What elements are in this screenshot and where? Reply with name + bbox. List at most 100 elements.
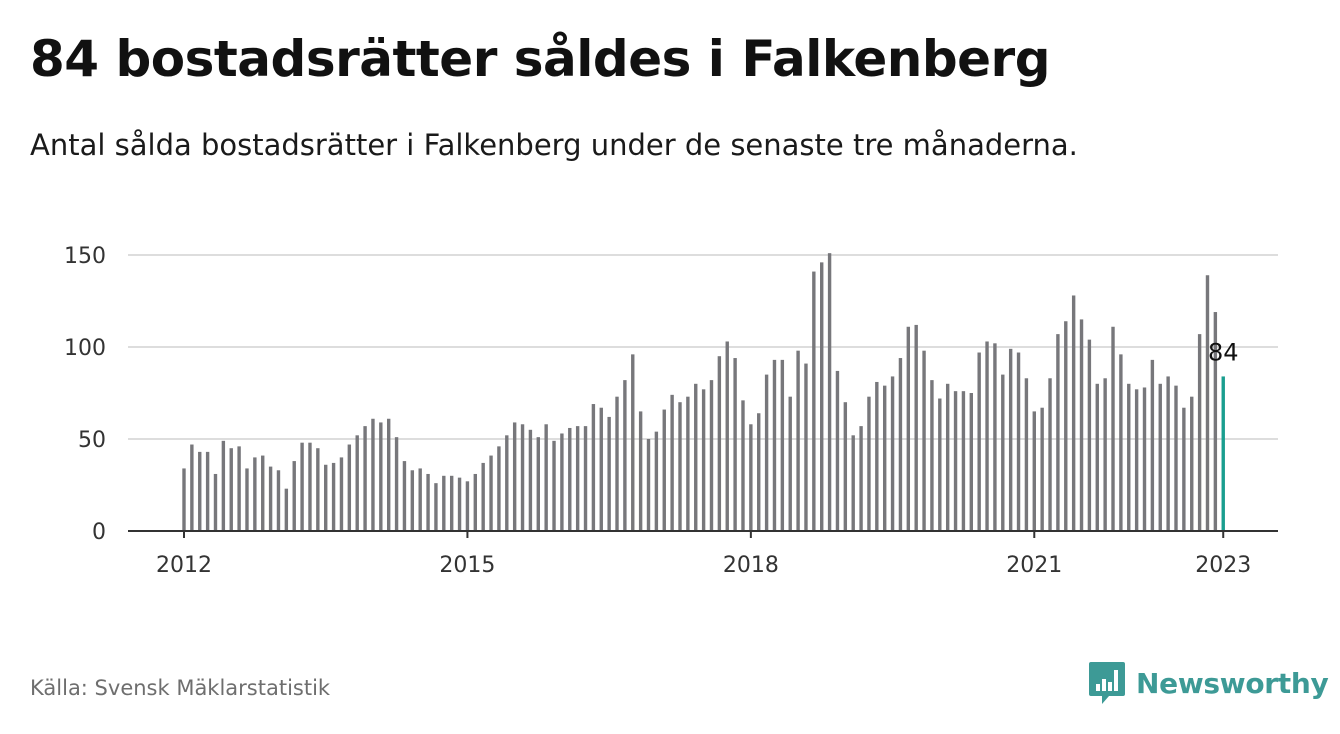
bar — [780, 359, 785, 531]
bar — [568, 427, 572, 531]
bar — [449, 475, 454, 531]
bar — [977, 352, 981, 531]
bar — [1064, 321, 1068, 531]
bar — [213, 473, 218, 531]
x-tick-label: 2015 — [439, 553, 495, 578]
bar — [268, 466, 273, 531]
bar — [1142, 387, 1147, 531]
bar — [599, 407, 603, 531]
bar — [985, 341, 989, 531]
bar — [701, 389, 706, 531]
bar — [276, 470, 281, 531]
bar — [804, 363, 808, 531]
bar — [402, 461, 407, 531]
brand-name: Newsworthy — [1136, 666, 1329, 700]
bar — [1205, 275, 1210, 531]
bar — [930, 380, 934, 531]
bar — [520, 424, 525, 531]
bar — [646, 439, 651, 531]
newsworthy-brand[interactable]: Newsworthy — [1088, 660, 1329, 706]
bar — [331, 462, 336, 531]
bar — [394, 437, 399, 531]
bar — [615, 396, 619, 531]
bar — [292, 461, 296, 531]
bar — [1032, 411, 1036, 531]
bar — [528, 429, 533, 531]
bar — [1087, 339, 1092, 531]
bar — [1166, 376, 1170, 531]
bar — [481, 462, 485, 531]
bar — [788, 396, 792, 531]
bar — [473, 473, 478, 531]
bar — [457, 477, 462, 531]
source-note: Källa: Svensk Mäklarstatistik — [30, 676, 331, 700]
bar — [812, 271, 816, 531]
x-tick-label: 2023 — [1195, 553, 1251, 578]
bar — [1040, 407, 1044, 531]
bar — [1127, 383, 1131, 531]
bar — [339, 457, 344, 531]
bar — [686, 396, 690, 531]
bar — [363, 426, 367, 531]
bar — [1158, 383, 1162, 531]
chart-title: 84 bostadsrätter såldes i Falkenberg — [30, 30, 1051, 88]
bar — [182, 468, 186, 531]
bar — [560, 433, 564, 531]
bar — [835, 370, 840, 531]
bar — [851, 435, 855, 531]
y-tick-label: 150 — [64, 244, 106, 269]
bar — [583, 426, 588, 531]
bar — [489, 455, 493, 531]
bar — [694, 383, 698, 531]
bar — [1174, 385, 1178, 531]
bar — [741, 400, 745, 531]
bar — [772, 359, 777, 531]
bar — [1056, 334, 1060, 531]
highlight-bar — [1221, 376, 1225, 531]
bar — [410, 470, 415, 531]
bar — [371, 418, 375, 531]
bar — [308, 442, 312, 531]
x-tick-label: 2021 — [1006, 553, 1062, 578]
bar — [733, 358, 737, 531]
bar — [1095, 383, 1099, 531]
bar — [198, 451, 202, 531]
bar — [1190, 396, 1194, 531]
chart-subtitle: Antal sålda bostadsrätter i Falkenberg u… — [30, 128, 1078, 162]
bar — [654, 431, 659, 531]
bar-chart: 0 50 100 150 2012 2015 2018 2021 2023 84 — [64, 244, 1278, 578]
bar — [843, 402, 848, 531]
bar — [575, 426, 580, 531]
y-tick-label: 0 — [92, 520, 106, 545]
bar — [512, 422, 517, 531]
bar — [662, 409, 666, 531]
bar — [961, 391, 966, 531]
bar — [552, 440, 556, 531]
bar — [379, 422, 383, 531]
bar — [1119, 354, 1123, 531]
bar — [1079, 319, 1084, 531]
bar — [623, 380, 627, 531]
bar — [347, 444, 352, 531]
bar — [820, 262, 824, 531]
bar — [867, 396, 871, 531]
bar — [906, 326, 911, 531]
bar — [591, 404, 596, 531]
bar — [1008, 348, 1013, 531]
bar — [245, 468, 249, 531]
bar — [1150, 359, 1155, 531]
x-tick-label: 2012 — [156, 553, 212, 578]
bar — [938, 398, 942, 531]
bar — [1134, 389, 1139, 531]
bar — [300, 442, 304, 531]
bar — [890, 376, 895, 531]
bar — [607, 416, 611, 531]
x-tick-label: 2018 — [723, 553, 779, 578]
bar — [386, 418, 391, 531]
bar — [709, 380, 714, 531]
bar — [544, 424, 548, 531]
bar — [418, 468, 422, 531]
bar — [465, 481, 470, 531]
bar — [1071, 295, 1076, 531]
bar — [190, 444, 194, 531]
